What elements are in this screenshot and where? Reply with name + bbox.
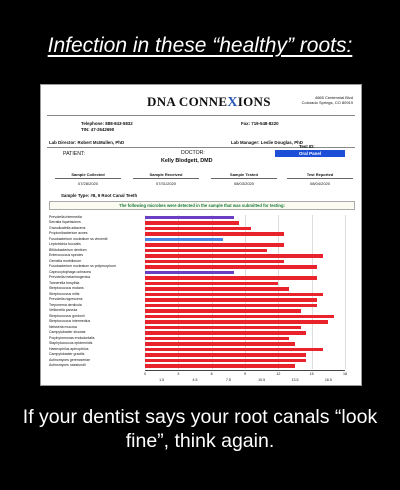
x-tick-label: 18 bbox=[343, 372, 347, 376]
category-label: Fusobacterium nucleatum ss polymorphum bbox=[49, 264, 116, 269]
category-label: Bifidobacterium dentium bbox=[49, 247, 87, 252]
bar bbox=[145, 336, 290, 341]
category-label: Treponema denticola bbox=[49, 302, 82, 307]
bar bbox=[145, 215, 234, 220]
category-label: Streptococcus mitis bbox=[49, 291, 80, 296]
dna-connexions-logo: DNA CONNEXIONS bbox=[147, 94, 271, 110]
date-value: 07/31/2020 bbox=[155, 181, 177, 186]
category-label: Haemophilus aphrophilus bbox=[49, 346, 89, 351]
category-label: Gemella morbillorum bbox=[49, 258, 82, 263]
divider bbox=[47, 147, 355, 148]
date-value: 08/04/2020 bbox=[309, 181, 331, 186]
x-tick-label: 16.5 bbox=[324, 378, 332, 382]
x-axis bbox=[145, 370, 345, 371]
category-label: Neisseria mucosa bbox=[49, 324, 77, 329]
bar bbox=[145, 237, 223, 242]
lab-manager: Lab Manager: Leslie Douglas, PhD bbox=[231, 140, 303, 145]
bar bbox=[145, 281, 279, 286]
bar bbox=[145, 226, 251, 231]
caption: If your dentist says your root canals “l… bbox=[22, 406, 378, 452]
headline: Infection in these “healthy” roots: bbox=[47, 34, 353, 57]
category-label: Streptococcus intermedius bbox=[49, 319, 91, 324]
bar bbox=[145, 243, 284, 247]
x-tick-label: 0 bbox=[144, 372, 146, 376]
category-label: Actinomyces naeslundii bbox=[49, 363, 86, 368]
bar bbox=[145, 259, 284, 264]
category-label: Actinomyces gerencseriae bbox=[49, 357, 91, 362]
date-value: 07/28/2020 bbox=[77, 181, 99, 186]
category-label: Veillonella parvula bbox=[49, 308, 78, 313]
x-tick-label: 6 bbox=[210, 372, 213, 376]
bar bbox=[145, 364, 295, 368]
date-label: Test Reported bbox=[287, 172, 353, 179]
lab-director: Lab Director: Robert McMullen, PhD bbox=[49, 140, 125, 145]
category-label: Porphyromonas endodontalis bbox=[49, 335, 95, 340]
category-label: Staphylococcus epidermidis bbox=[49, 341, 93, 346]
bar bbox=[145, 287, 290, 291]
sample-type: Sample Type: #8, 9 Root Canal Teeth bbox=[61, 193, 138, 198]
telephone: Telephone: 888-843-5832 bbox=[81, 121, 133, 126]
bar bbox=[145, 342, 295, 346]
bar bbox=[145, 309, 301, 313]
detected-note: The following microbes were detected in … bbox=[49, 201, 355, 210]
x-tick-label: 10.5 bbox=[258, 378, 266, 382]
lab-report: DNA CONNEXIONS 4665 Centennial Blvd Colo… bbox=[40, 84, 362, 386]
bar bbox=[145, 314, 334, 319]
bar bbox=[145, 331, 307, 335]
date-label: Sample Collected bbox=[55, 172, 121, 179]
category-label: Prevotella nigrescens bbox=[49, 297, 83, 302]
bar bbox=[145, 248, 268, 253]
bar bbox=[145, 320, 329, 324]
x-tick-label: 12 bbox=[276, 372, 281, 376]
x-tick-label: 7.5 bbox=[225, 378, 231, 382]
x-tick-label: 1.5 bbox=[159, 378, 165, 382]
x-tick-label: 13.5 bbox=[291, 378, 299, 382]
category-label: Prevotella intermedia bbox=[49, 214, 82, 219]
date-label: Sample Tested bbox=[211, 172, 277, 179]
bar bbox=[145, 221, 240, 225]
bar bbox=[145, 298, 318, 302]
category-label: Fusobacterium nucleatum ss vincentii bbox=[49, 236, 108, 241]
date-label: Sample Received bbox=[133, 172, 199, 179]
tin: TIN: 47-2642690 bbox=[81, 127, 115, 132]
category-label: Capnocytophaga ochracea bbox=[49, 269, 91, 274]
category-label: Serratia liquefaciens bbox=[49, 220, 81, 225]
bar bbox=[145, 254, 323, 258]
fax: Fax: 719-548-8220 bbox=[241, 121, 279, 126]
bar bbox=[145, 265, 318, 269]
category-label: Granulicatella adiacens bbox=[49, 225, 86, 230]
x-tick-label: 4.5 bbox=[192, 378, 198, 382]
bar bbox=[145, 325, 301, 330]
doctor-label: DOCTOR: bbox=[181, 150, 205, 156]
bar bbox=[145, 303, 318, 308]
category-label: Propionibacterium acnes bbox=[49, 231, 88, 236]
lab-address: 4665 Centennial Blvd Colorado Springs, C… bbox=[301, 95, 353, 105]
category-label: Campylobacter gracilis bbox=[49, 352, 85, 357]
bar bbox=[145, 358, 307, 363]
bar bbox=[145, 353, 307, 357]
x-tick-label: 3 bbox=[177, 372, 180, 376]
x-tick-label: 9 bbox=[244, 372, 246, 376]
patient-label: PATIENT: bbox=[63, 151, 85, 157]
date-value: 08/03/2020 bbox=[233, 181, 255, 186]
category-label: Streptococcus mutans bbox=[49, 286, 84, 291]
test-id-label: Test ID: bbox=[299, 144, 315, 149]
bar bbox=[145, 347, 323, 352]
category-label: Leptotrichia buccalis bbox=[49, 242, 81, 247]
bar bbox=[145, 276, 318, 280]
bar bbox=[145, 232, 284, 236]
category-label: Tannerella forsythia bbox=[49, 280, 80, 285]
x-tick-label: 15 bbox=[309, 372, 314, 376]
category-label: Campylobacter showae bbox=[49, 330, 86, 335]
test-id-value: Oral Panel bbox=[275, 150, 345, 157]
category-label: Prevotella melaninogenica bbox=[49, 275, 91, 280]
bar bbox=[145, 270, 234, 275]
divider bbox=[47, 115, 355, 116]
category-label: Streptococcus gordonii bbox=[49, 313, 85, 318]
bar bbox=[145, 292, 323, 297]
doctor-name: Kelly Blodgett, DMD bbox=[161, 158, 213, 164]
category-label: Enterococcus species bbox=[49, 253, 84, 258]
